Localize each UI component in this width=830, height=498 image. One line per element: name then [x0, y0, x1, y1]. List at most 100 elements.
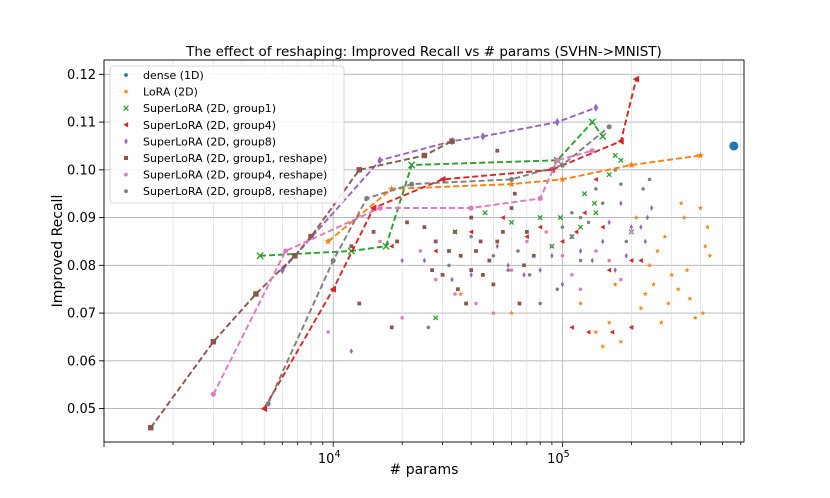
data-point: [578, 258, 583, 263]
data-point: [469, 215, 474, 220]
data-point: [544, 230, 548, 234]
data-point: [638, 258, 643, 263]
series-frontier-6: [210, 148, 595, 397]
data-point: [624, 239, 629, 244]
data-point: [349, 348, 353, 355]
data-point: [613, 267, 617, 273]
data-point: [647, 177, 652, 182]
data-point: [633, 214, 639, 220]
data-point: [440, 273, 445, 277]
legend-label: LoRA (2D): [143, 86, 198, 99]
frontier-point: [468, 205, 474, 211]
data-point: [531, 253, 536, 258]
y-tick-label: 0.06: [67, 354, 96, 369]
plot-area: [148, 75, 739, 431]
frontier-point: [260, 405, 268, 413]
frontier-point: [439, 175, 446, 183]
data-point: [487, 258, 492, 263]
frontier-point: [537, 195, 543, 202]
data-point: [524, 234, 529, 240]
data-point: [555, 287, 560, 291]
data-point: [557, 214, 564, 221]
series-frontier-1: [324, 151, 705, 245]
data-point: [590, 257, 594, 264]
data-point: [684, 267, 690, 273]
series-points-1: [325, 152, 713, 349]
frontier-point: [696, 151, 705, 159]
data-point: [458, 253, 463, 258]
data-point: [491, 254, 496, 258]
frontier-point: [599, 132, 607, 141]
legend-label: SuperLoRA (2D, group8): [143, 135, 276, 148]
frontier-point: [408, 161, 416, 169]
data-point: [651, 281, 657, 287]
data-point: [537, 224, 543, 230]
data-point: [654, 248, 661, 254]
data-point: [512, 191, 517, 196]
legend-marker: [124, 172, 128, 177]
data-point: [675, 286, 681, 292]
data-point: [447, 263, 451, 268]
legend-box: [109, 65, 345, 204]
data-point: [453, 230, 457, 234]
data-point: [612, 281, 618, 287]
data-point: [600, 224, 605, 230]
frontier-point: [265, 401, 271, 407]
data-point: [326, 330, 330, 334]
data-point: [525, 230, 529, 234]
data-point: [456, 287, 460, 292]
y-tick-label: 0.07: [67, 307, 96, 322]
legend-label: SuperLoRA (2D, group4): [143, 119, 276, 132]
data-point: [458, 291, 464, 297]
data-point: [692, 315, 698, 320]
axis-ticks: 0.05 0.06 0.07 0.08 0.09 0.10 0.11 0.12 104 105: [67, 68, 742, 467]
data-point: [569, 324, 574, 330]
frontier-point: [329, 285, 337, 293]
frontier-point: [588, 118, 596, 126]
data-point: [405, 220, 409, 225]
frontier-point: [308, 233, 314, 240]
data-point: [500, 215, 505, 220]
data-point: [516, 249, 520, 253]
frontier-point: [421, 152, 428, 159]
data-point: [389, 325, 394, 330]
data-point: [433, 315, 439, 321]
data-point: [495, 148, 500, 153]
data-point: [619, 277, 623, 282]
data-point: [581, 191, 588, 197]
legend-marker: [124, 138, 128, 145]
data-point: [606, 319, 612, 325]
data-point: [643, 238, 647, 245]
legend-marker: [123, 105, 129, 112]
data-point: [508, 219, 515, 226]
data-point: [618, 339, 624, 344]
data-point: [422, 225, 427, 229]
data-point: [658, 319, 664, 325]
data-point: [606, 267, 612, 273]
frontier-line: [281, 106, 597, 271]
data-point: [522, 272, 526, 278]
data-point: [647, 262, 653, 268]
data-point: [570, 211, 574, 215]
data-point: [593, 210, 599, 216]
data-point: [464, 301, 468, 306]
data-point: [482, 210, 488, 216]
data-point: [619, 182, 623, 186]
frontier-point: [554, 117, 560, 127]
frontier-line: [150, 140, 453, 429]
legend-marker: [123, 122, 129, 128]
data-point: [395, 239, 399, 244]
data-point: [491, 311, 496, 315]
frontier-point: [627, 161, 636, 169]
data-point: [371, 230, 376, 234]
y-tick-label: 0.12: [67, 68, 96, 83]
frontier-point: [388, 185, 396, 193]
data-point: [582, 210, 587, 216]
data-point: [400, 257, 404, 264]
series-frontier-5: [148, 138, 455, 431]
data-point: [578, 215, 583, 220]
data-point: [527, 273, 532, 277]
data-point: [612, 152, 618, 159]
data-point: [609, 329, 615, 335]
